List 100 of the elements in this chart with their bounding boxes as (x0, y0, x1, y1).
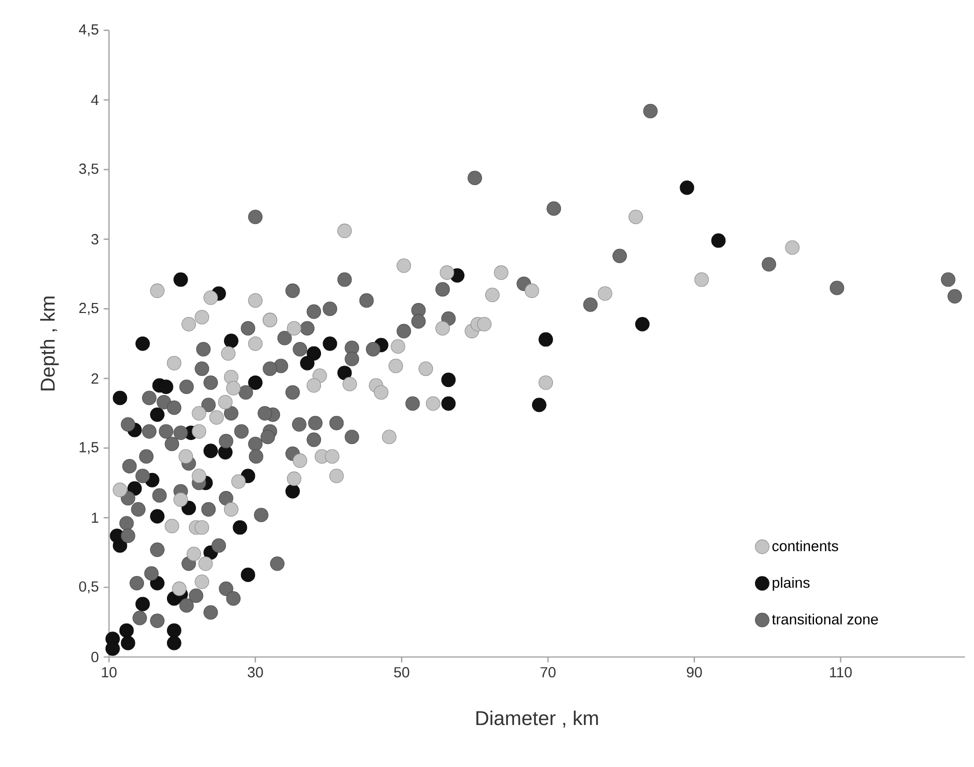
y-axis-title: Depth , km (40, 296, 59, 390)
point (680, 180, 694, 195)
point (150, 509, 164, 524)
legend-label: continents (772, 540, 838, 552)
point (112, 482, 128, 498)
point (785, 240, 800, 255)
point (221, 346, 236, 361)
y-tick-label: 0,5 (79, 581, 98, 594)
legend-label: plains (772, 577, 810, 591)
point (186, 546, 202, 562)
y-tick-label: 3 (91, 234, 98, 244)
point (224, 334, 238, 348)
point (198, 556, 213, 571)
point (396, 258, 412, 273)
point (119, 623, 134, 638)
x-axis-title: Diameter , km (476, 710, 598, 728)
point (329, 468, 344, 484)
point (158, 380, 174, 394)
point (382, 430, 396, 444)
point (440, 265, 454, 280)
point (324, 449, 340, 464)
y-tick-label: 1,5 (80, 442, 98, 454)
point (485, 288, 500, 302)
point (172, 582, 186, 596)
x-tick-label: 110 (830, 667, 852, 678)
point (248, 375, 263, 390)
point (292, 453, 308, 468)
point (192, 406, 206, 420)
point (127, 481, 142, 496)
point (286, 321, 302, 336)
point (224, 502, 238, 517)
point (164, 518, 180, 534)
point (166, 636, 182, 650)
point (538, 332, 553, 347)
point (374, 385, 388, 400)
point (192, 424, 206, 439)
point (337, 366, 352, 380)
point (494, 265, 508, 280)
point (524, 284, 540, 298)
point (286, 472, 302, 486)
x-tick-label: 10 (102, 667, 117, 678)
x-tick-label: 30 (248, 667, 263, 678)
x-tick-label: 50 (394, 667, 410, 678)
point (285, 484, 300, 498)
point (166, 623, 182, 638)
point (105, 641, 120, 656)
point (390, 339, 406, 354)
point (194, 574, 210, 589)
point (182, 316, 196, 332)
y-tick-label: 0 (91, 652, 98, 662)
point (166, 356, 182, 370)
y-tick-label: 2 (92, 373, 98, 384)
point (226, 381, 241, 396)
x-tick-label: 90 (686, 667, 702, 678)
y-tick-label: 1 (92, 512, 98, 523)
point (306, 378, 322, 393)
point (194, 310, 210, 324)
x-tick-label: 70 (540, 667, 556, 678)
point (194, 520, 210, 535)
point (120, 636, 136, 650)
point (337, 224, 352, 238)
point (426, 396, 440, 411)
point (204, 290, 218, 305)
point (628, 210, 643, 224)
point (150, 284, 164, 298)
y-tick-label: 3,5 (79, 164, 98, 176)
point (248, 336, 263, 351)
point (232, 520, 248, 535)
point (477, 316, 492, 332)
point (300, 356, 314, 370)
point (322, 336, 338, 351)
point (711, 233, 726, 248)
point (150, 407, 164, 422)
point (342, 376, 357, 392)
point (209, 410, 224, 425)
point (135, 336, 150, 351)
point (441, 396, 456, 411)
point (182, 500, 196, 516)
point (388, 358, 404, 374)
point (532, 398, 546, 412)
point (204, 444, 218, 458)
point (538, 375, 553, 390)
point (231, 474, 246, 489)
point (174, 272, 188, 287)
point (248, 293, 263, 308)
point (441, 372, 456, 388)
point (598, 286, 612, 301)
point (240, 568, 256, 582)
point (418, 362, 434, 376)
legend-label: transitional zone (772, 614, 878, 624)
point (635, 316, 650, 332)
point (435, 321, 450, 336)
y-tick-label: 4,5 (78, 24, 98, 36)
point (112, 390, 128, 406)
y-tick-label: 4 (91, 94, 99, 106)
point (306, 346, 322, 361)
point (218, 394, 233, 410)
point (694, 272, 709, 287)
y-tick-label: 2,5 (79, 302, 98, 315)
point (135, 596, 150, 612)
